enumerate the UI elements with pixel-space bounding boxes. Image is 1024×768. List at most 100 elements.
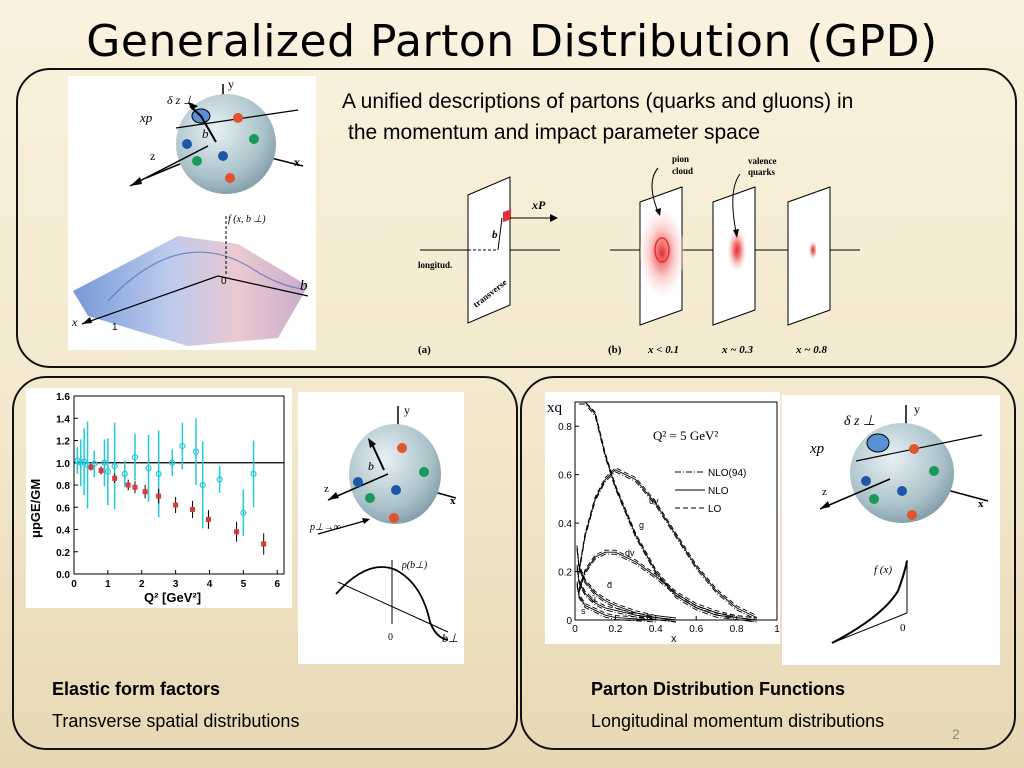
surface-b-label: b	[300, 278, 308, 294]
right-caption-subtitle: Longitudinal momentum distributions	[591, 711, 885, 731]
form-factor-xlabel: Q² [GeV²]	[144, 590, 201, 605]
pdf-curve	[578, 471, 757, 621]
legend-lo: LO	[708, 504, 722, 515]
left-caption-title: Elastic form factors	[52, 679, 221, 699]
rho-zero-label: 0	[388, 632, 393, 643]
ff-cyan-point	[101, 459, 108, 466]
left-x-label: x	[450, 495, 456, 507]
x-axis-label: x	[294, 155, 300, 169]
pdf-ytick-label: 0.4	[558, 519, 572, 530]
dz-label: δ z ⊥	[167, 93, 194, 107]
right-caption-title: Parton Distribution Functions	[591, 679, 845, 699]
ff-ytick-label: 0.0	[56, 570, 70, 581]
pdf-xtick-label: 1	[774, 624, 780, 635]
ff-plot-frame	[73, 395, 285, 575]
x-range-1: x < 0.1	[647, 344, 679, 356]
ff-xtick-label: 4	[207, 579, 213, 590]
panel-b: pion cloud valence quarks (b) x < 0.1 x …	[608, 154, 860, 356]
f-label: f (x, b ⊥)	[228, 214, 266, 225]
ff-red-point	[173, 502, 179, 508]
left-caption-subtitle: Transverse spatial distributions	[52, 711, 300, 731]
pdf-curve	[576, 545, 677, 619]
ff-red-point	[142, 489, 148, 495]
slide-title: Generalized Parton Distribution (GPD)	[86, 16, 938, 67]
longitudinal-sphere-image: δ z ⊥ xp y x z f (x) 0	[782, 395, 1000, 665]
curve-label-g: g	[639, 520, 644, 530]
ff-cyan-point	[111, 462, 118, 470]
left-panel	[12, 376, 518, 750]
pdf-curve	[578, 549, 757, 619]
form-factor-axes: 1.6 1.4 1.2 1.0 0.8 0.6 0.4 0.2 0.00 1 2 3 4 5 6	[56, 392, 285, 590]
curve-label-ubar: ū	[591, 594, 596, 604]
pdf-curve	[576, 568, 677, 623]
pdf-curve	[578, 469, 757, 619]
ff-cyan-point	[179, 442, 186, 450]
right-panel	[520, 376, 1016, 750]
ff-ytick-label: 1.2	[56, 437, 70, 448]
ff-red-point	[190, 506, 196, 512]
left-b-label: b	[368, 459, 374, 473]
left-z-label: z	[324, 483, 329, 495]
curve-label-uv: uv	[649, 496, 659, 506]
form-factor-ylabel: μpGE/GM	[28, 479, 43, 538]
pdf-legend: NLO(94) NLO LO	[675, 468, 746, 515]
right-dz-label: δ z ⊥	[844, 414, 875, 429]
ff-cyan-point	[155, 470, 162, 477]
xp-label: xp	[139, 110, 153, 125]
ff-ytick-label: 0.4	[56, 526, 70, 537]
form-factor-marks	[74, 418, 267, 555]
x-range-3: x ~ 0.8	[795, 344, 828, 356]
legend-nlo: NLO	[708, 486, 729, 497]
pdf-curve	[576, 583, 656, 621]
right-x-label: x	[978, 498, 984, 510]
ff-red-point	[156, 493, 162, 499]
right-z-label: z	[822, 486, 827, 498]
gpd-surface-plot: f (x, b ⊥) b 0 x 1	[71, 214, 309, 346]
pion-label-2: cloud	[672, 166, 693, 176]
pdf-curve	[579, 401, 757, 619]
impact-parameter-diagram: xP b longitud. transverse (a) pion cloud…	[410, 150, 880, 360]
ff-cyan-point	[131, 454, 139, 461]
ff-red-point	[132, 484, 138, 490]
curve-label-dv: dv	[625, 548, 635, 558]
ff-xtick-label: 6	[274, 579, 280, 590]
pdf-curve	[578, 551, 757, 621]
ff-xtick-label: 5	[241, 579, 247, 590]
left-y-label: y	[404, 403, 410, 417]
pdf-ylabel: xq	[547, 400, 563, 416]
x-range-2: x ~ 0.3	[721, 344, 754, 356]
panel-a-b-label: b	[492, 229, 498, 241]
pdf-title: Q² = 5 GeV²	[653, 428, 718, 443]
ff-red-point	[98, 468, 104, 474]
ff-cyan-point	[240, 509, 247, 516]
ff-ytick-label: 0.2	[56, 548, 70, 559]
pdf-ytick-label: 0	[566, 616, 572, 627]
ff-ytick-label: 1.6	[56, 392, 70, 403]
ff-ytick-label: 0.8	[56, 481, 70, 492]
pdf-xtick-label: 0.2	[608, 624, 622, 635]
ff-cyan-point	[77, 459, 84, 466]
form-factor-chart: 1.6 1.4 1.2 1.0 0.8 0.6 0.4 0.2 0.0 0 1 2 3 4 5 6 μpGE/…	[26, 388, 292, 608]
panel-a-label: (a)	[418, 344, 431, 356]
ff-cyan-point	[121, 470, 128, 477]
surface-zero-label: 0	[221, 276, 227, 287]
pdf-curve	[579, 403, 757, 623]
subtitle-line-2: the momentum and impact parameter space	[348, 121, 761, 144]
right-y-label: y	[914, 402, 920, 416]
ff-cyan-point	[192, 448, 200, 455]
ff-ytick-label: 1.0	[56, 459, 70, 470]
legend-nlo94: NLO(94)	[708, 468, 746, 479]
pdf-curve	[576, 585, 656, 623]
pdf-curve	[576, 566, 677, 621]
rho-label: ρ(b⊥)	[401, 560, 428, 571]
fx-label: f (x)	[874, 564, 892, 576]
top-panel	[16, 68, 1017, 368]
subtitle-line-1: A unified descriptions of partons (quark…	[342, 90, 854, 113]
surface-one-label: 1	[112, 322, 118, 333]
sphere-diagram: δ z ⊥ xp b z y x	[129, 77, 304, 194]
z-axis-label: z	[150, 149, 155, 163]
b-label: b	[202, 126, 209, 141]
pdf-xlabel: x	[671, 633, 677, 644]
ff-red-point	[261, 541, 267, 547]
ff-red-point	[234, 529, 240, 535]
